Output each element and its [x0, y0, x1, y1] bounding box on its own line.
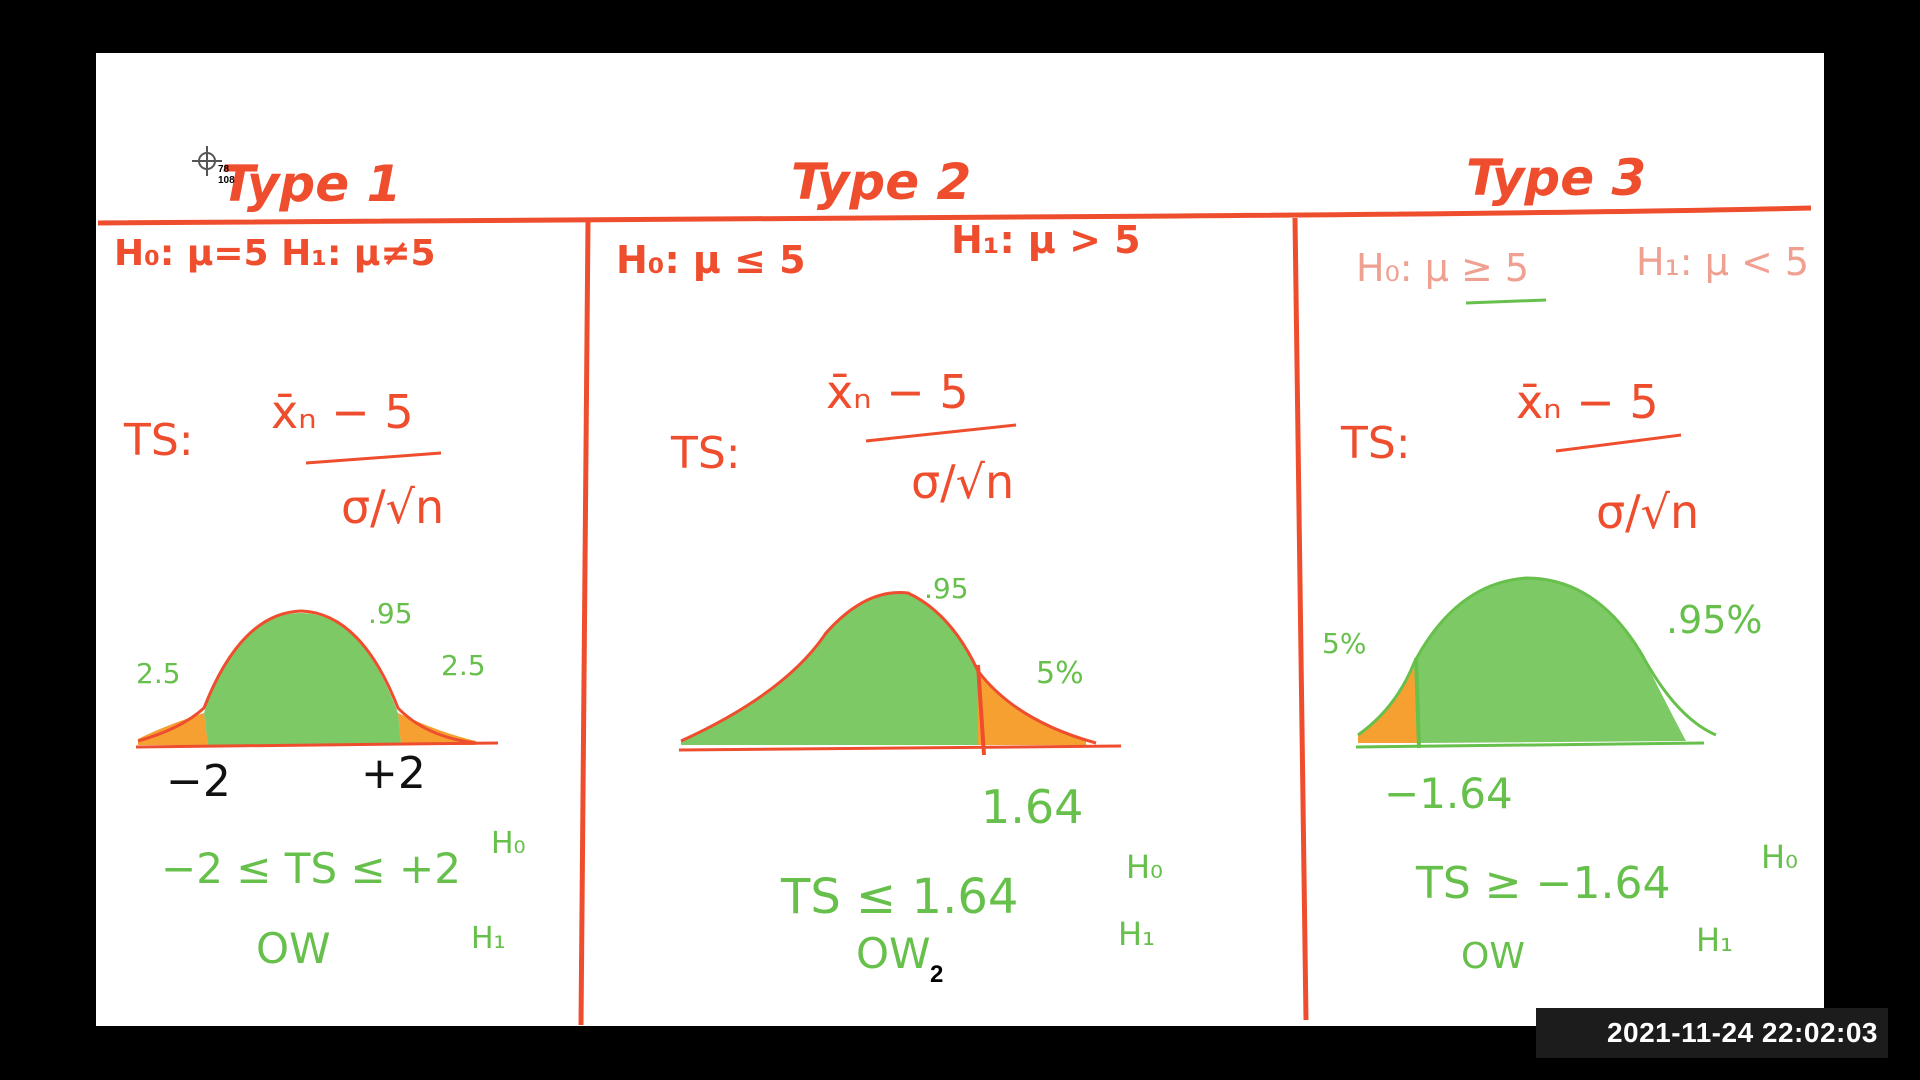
type3-center-label: .95% — [1666, 598, 1763, 642]
type3-critical-value: −1.64 — [1384, 769, 1513, 818]
type3-title: Type 3 — [1466, 149, 1646, 207]
type1-accept-hypothesis: H₀ — [491, 826, 526, 861]
type3-otherwise: OW — [1461, 936, 1525, 977]
type3-accept-hypothesis: H₀ — [1761, 838, 1798, 876]
type1-normal-curve: 2.5 .95 2.5 — [135, 597, 499, 749]
type2-center-label: .95 — [924, 572, 969, 605]
type2-right-tail-fill — [978, 671, 1086, 745]
type1-critical-left: −2 — [166, 756, 231, 807]
type3-reject-hypothesis: H₁ — [1696, 921, 1733, 959]
type3-numerator: x̄ₙ − 5 — [1516, 375, 1659, 429]
type2-numerator: x̄ₙ − 5 — [826, 365, 969, 419]
type2-reject-hypothesis: H₁ — [1118, 915, 1155, 953]
type2-ts-label: TS: — [670, 428, 741, 479]
type3-h1: H₁: μ < 5 — [1636, 240, 1809, 284]
type1-numerator: x̄ₙ − 5 — [271, 385, 414, 439]
type2-right-tail-label: 5% — [1036, 656, 1084, 691]
type3-fraction-bar — [1555, 433, 1682, 453]
type1-curve-line — [137, 609, 477, 745]
whiteboard-canvas: Type 1 H₀: μ=5 H₁: μ≠5 TS: x̄ₙ − 5 σ/√n … — [96, 53, 1824, 1026]
type3-baseline — [1355, 741, 1705, 749]
type2-denominator: σ/√n — [911, 455, 1014, 509]
cursor-readout-y: 108 — [218, 175, 235, 186]
type1-reject-hypothesis: H₁ — [471, 921, 506, 956]
type1-hypotheses: H₀: μ=5 H₁: μ≠5 — [114, 233, 436, 274]
type1-title: Type 1 — [221, 155, 401, 213]
type1-accept-rule: −2 ≤ TS ≤ +2 — [161, 844, 461, 893]
type2-fraction-bar — [865, 423, 1017, 443]
type1-center-fill — [204, 613, 401, 745]
type3-critical-line — [1414, 657, 1421, 749]
cursor-coordinate-readout: 78 108 — [218, 164, 235, 186]
recording-timestamp: 2021-11-24 22:02:03 — [1536, 1008, 1888, 1058]
whiteboard-drawing: Type 1 H₀: μ=5 H₁: μ≠5 TS: x̄ₙ − 5 σ/√n … — [97, 149, 1812, 1026]
type2-h1: H₁: μ > 5 — [951, 218, 1141, 262]
type2-accept-rule: TS ≤ 1.64 — [780, 869, 1018, 925]
type1-otherwise: OW — [256, 924, 331, 973]
type2-center-fill — [681, 592, 978, 745]
type3-h0: H₀: μ ≥ 5 — [1356, 246, 1529, 290]
type2-accept-hypothesis: H₀ — [1126, 848, 1163, 886]
type1-left-tail-label: 2.5 — [136, 657, 181, 690]
header-divider-line — [97, 205, 1812, 226]
type1-right-tail-label: 2.5 — [441, 649, 486, 682]
type3-ts-label: TS: — [1340, 418, 1411, 469]
crosshair-icon — [192, 146, 222, 176]
type2-critical-line — [976, 664, 986, 756]
type1-critical-right: +2 — [361, 748, 426, 799]
type3-center-fill — [1414, 578, 1686, 743]
type3-underline — [1465, 298, 1547, 305]
type1-right-tail-fill — [398, 713, 476, 745]
type2-h0: H₀: μ ≤ 5 — [616, 238, 806, 282]
type2-title: Type 2 — [791, 153, 971, 211]
type2-curve-line — [680, 591, 1097, 745]
type1-baseline — [135, 741, 499, 749]
type3-denominator: σ/√n — [1596, 485, 1699, 539]
type1-denominator: σ/√n — [341, 480, 444, 534]
type1-center-label: .95 — [368, 597, 413, 630]
column-divider-left — [578, 220, 591, 1026]
type3-curve-line — [1357, 576, 1717, 737]
type2-baseline — [678, 744, 1122, 752]
type2-normal-curve: .95 5% — [678, 572, 1122, 756]
page-number: 2 — [930, 961, 944, 988]
type3-accept-rule: TS ≥ −1.64 — [1415, 858, 1670, 909]
type3-left-tail-label: 5% — [1322, 627, 1366, 660]
cursor-readout-x: 78 — [218, 164, 230, 175]
column-divider-right — [1292, 217, 1309, 1021]
type2-otherwise: OW — [856, 929, 931, 978]
type2-critical-value: 1.64 — [981, 780, 1083, 834]
type1-fraction-bar — [305, 451, 442, 465]
type1-ts-label: TS: — [123, 415, 194, 466]
type3-normal-curve: 5% .95% — [1322, 576, 1763, 749]
